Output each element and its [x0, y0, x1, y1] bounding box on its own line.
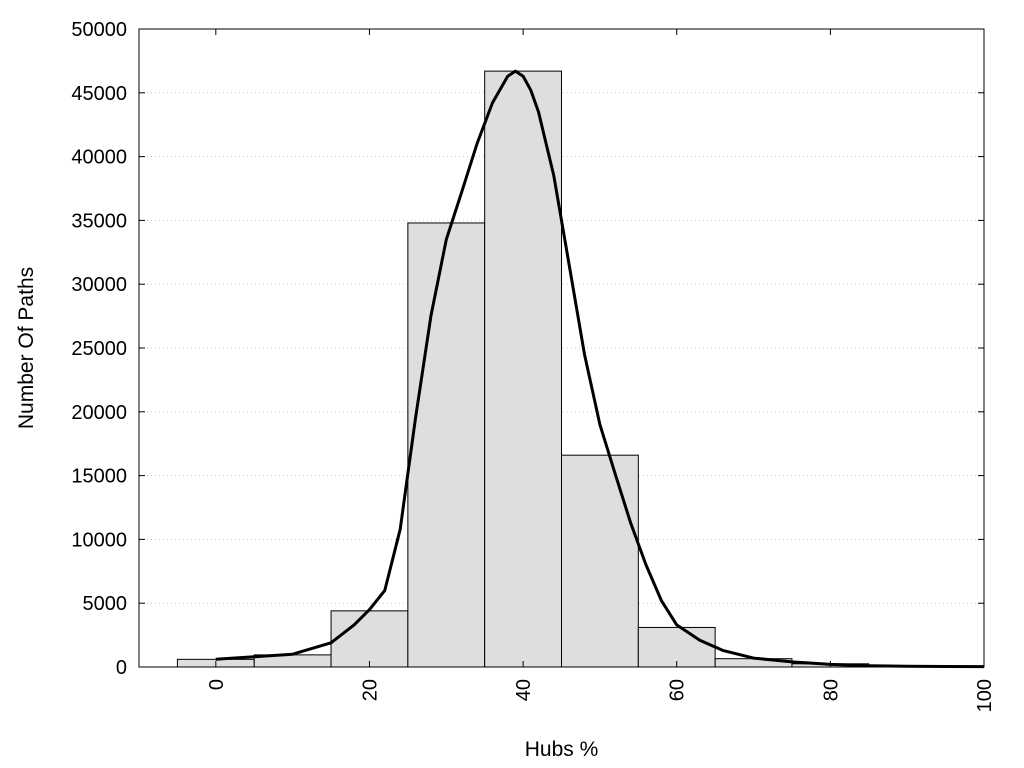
x-tick-label: 20	[359, 679, 381, 701]
y-axis-label: Number Of Paths	[15, 267, 38, 429]
bars	[176, 70, 947, 668]
x-tick-label: 0	[206, 679, 228, 690]
distribution-curve	[215, 69, 985, 669]
x-axis-ticks: 0 20 40 60 80 100	[206, 29, 996, 712]
y-tick-label: 15000	[71, 466, 127, 488]
y-tick-label: 10000	[71, 529, 127, 551]
histogram-bar	[330, 610, 409, 668]
x-tick-label: 40	[513, 679, 535, 701]
y-tick-label: 30000	[71, 274, 127, 296]
grid-lines	[139, 92, 984, 604]
x-tick-label: 80	[820, 679, 842, 701]
x-tick-label: 100	[974, 679, 996, 712]
histogram-bar	[561, 454, 639, 668]
y-tick-label: 50000	[71, 19, 127, 41]
y-tick-label: 40000	[71, 147, 127, 169]
y-tick-label: 20000	[71, 402, 127, 424]
x-axis-label: Hubs %	[525, 738, 599, 761]
histogram-bar	[407, 222, 486, 668]
y-tick-label: 45000	[71, 83, 127, 105]
x-tick-label: 60	[667, 679, 689, 701]
y-tick-label: 25000	[71, 338, 127, 360]
histogram-bar	[637, 626, 716, 668]
y-tick-label: 35000	[71, 210, 127, 232]
y-tick-label: 5000	[83, 593, 128, 615]
y-tick-label: 0	[116, 657, 127, 679]
histogram-bar	[484, 70, 563, 668]
y-axis-ticks: 0 5000 10000 15000 20000 25000 30000 35000 40000…	[71, 19, 984, 679]
